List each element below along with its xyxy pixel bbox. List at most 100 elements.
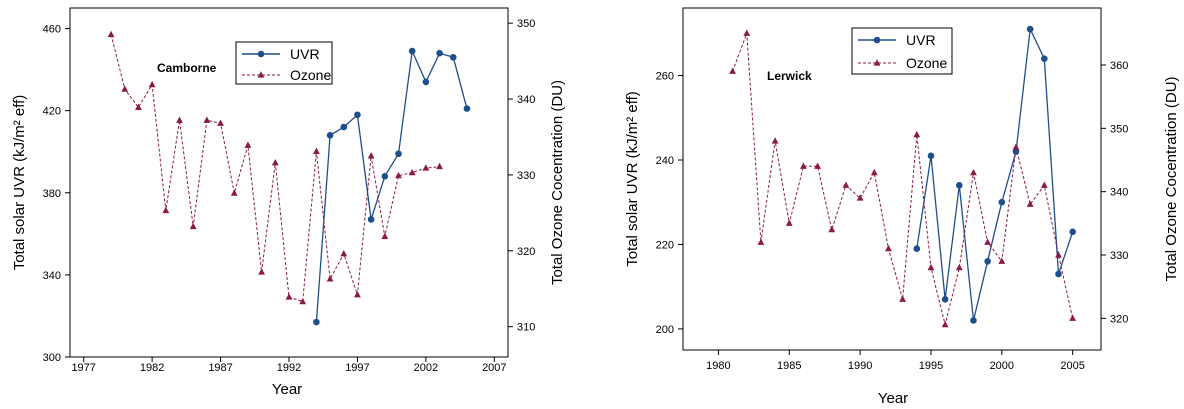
uvr-point [313, 318, 320, 326]
ozone-point [299, 297, 307, 305]
y-right-tick-label: 330 [1110, 250, 1128, 262]
uvr-point [367, 216, 375, 223]
ozone-point [1040, 181, 1048, 188]
x-tick-label: 1990 [848, 360, 872, 372]
ozone-point [899, 295, 907, 302]
legend: UVR Ozone [851, 27, 953, 75]
ozone-point [800, 162, 807, 169]
legend-marker-ozone [257, 71, 265, 78]
ozone-point [148, 80, 156, 88]
uvr-point [340, 123, 348, 131]
uvr-point [1041, 55, 1048, 62]
ozone-point [326, 275, 334, 282]
y-right-axis-label: Total Ozone Cocentration (DU) [1163, 76, 1180, 281]
ozone-point [395, 171, 402, 179]
ozone-point [856, 194, 864, 201]
chart-lerwick: 1980 1985 1990 1995 2000 2005 200 220 240 260 320 3… [624, 7, 1180, 407]
y-left-axis-label: Total solar UVR (kJ/m² eff) [624, 91, 641, 267]
uvr-point [436, 49, 443, 57]
uvr-point [1069, 228, 1076, 236]
ozone-point [217, 119, 224, 126]
ozone-point [913, 130, 921, 138]
legend-label-ozone: Ozone [290, 67, 331, 83]
series-line-uvr [315, 48, 468, 323]
y-left-tick-label: 240 [656, 155, 674, 167]
chart-camborne: 1977 1982 1987 1992 1997 2002 2007 300 340 380 420… [11, 7, 566, 398]
ozone-point [814, 162, 822, 169]
x-tick-label: 1987 [208, 362, 232, 374]
ozone-point [422, 164, 430, 171]
y-left-tick-label: 420 [43, 106, 61, 118]
uvr-point [984, 258, 991, 265]
uvr-point [408, 47, 416, 55]
ozone-point [885, 244, 892, 252]
y-left-tick-label: 200 [656, 324, 674, 336]
ozone-point [203, 116, 211, 123]
ozone-point [162, 206, 170, 214]
uvr-point [395, 150, 402, 158]
ozone-point [367, 152, 375, 159]
y-right-tick-label: 330 [517, 170, 535, 182]
ozone-point [757, 238, 765, 245]
ozone-point [107, 30, 115, 38]
y-right-tick-label: 310 [517, 322, 535, 334]
y-left-tick-label: 340 [43, 270, 61, 282]
uvr-point [998, 198, 1006, 206]
ozone-point [312, 147, 320, 154]
ozone-point [998, 257, 1006, 264]
ozone-point [258, 268, 266, 275]
ozone-point [271, 158, 279, 166]
legend-marker-uvr [873, 36, 881, 44]
y-left-tick-label: 220 [656, 239, 674, 251]
y-left-axis-label: Total solar UVR (kJ/m² eff) [11, 95, 28, 271]
ozone-point [828, 225, 836, 233]
ozone-point [970, 168, 977, 176]
station-label: Lerwick [767, 69, 812, 83]
y-right-tick-label: 360 [1110, 60, 1128, 72]
x-tick-label: 2005 [1060, 360, 1084, 372]
uvr-point [927, 152, 935, 160]
y-right-tick-label: 350 [1110, 123, 1128, 135]
ozone-point [1055, 251, 1062, 258]
ozone-point [870, 168, 878, 176]
y-left-tick-label: 300 [43, 352, 61, 364]
legend-label-ozone: Ozone [906, 55, 947, 71]
uvr-point [941, 296, 949, 303]
x-tick-label: 1982 [140, 362, 164, 374]
y-left-tick-label: 380 [43, 188, 61, 200]
y-right-tick-label: 340 [1110, 187, 1128, 199]
ozone-point [285, 293, 293, 300]
uvr-point [354, 111, 361, 119]
legend-marker-ozone [873, 59, 881, 66]
x-tick-label: 1992 [277, 362, 301, 374]
ozone-point [381, 232, 389, 239]
legend-label-uvr: UVR [290, 46, 320, 62]
ozone-point [354, 290, 361, 298]
plot-frame [682, 7, 1102, 351]
uvr-point [1055, 270, 1062, 278]
uvr-point [1026, 25, 1034, 33]
uvr-point [463, 105, 471, 112]
ozone-point [176, 116, 183, 123]
uvr-point [956, 182, 963, 189]
ozone-point [408, 168, 416, 176]
x-tick-label: 2000 [990, 360, 1014, 372]
ozone-point [1012, 143, 1020, 150]
ozone-point [340, 250, 348, 257]
ozone-point [1069, 314, 1077, 321]
ozone-point [135, 103, 142, 110]
x-axis-label: Year [272, 381, 302, 398]
x-tick-label: 2002 [414, 362, 438, 374]
ozone-point [984, 238, 992, 245]
y-left-tick-label: 260 [656, 71, 674, 83]
y-right-axis-label: Total Ozone Cocentration (DU) [549, 80, 566, 285]
uvr-point [422, 78, 430, 86]
uvr-point [326, 131, 334, 139]
x-tick-label: 1977 [71, 362, 95, 374]
legend: UVR Ozone [235, 41, 333, 85]
x-tick-label: 1985 [777, 360, 801, 372]
ozone-point [941, 320, 949, 328]
y-left-tick-label: 460 [43, 24, 61, 36]
ozone-point [189, 222, 197, 230]
